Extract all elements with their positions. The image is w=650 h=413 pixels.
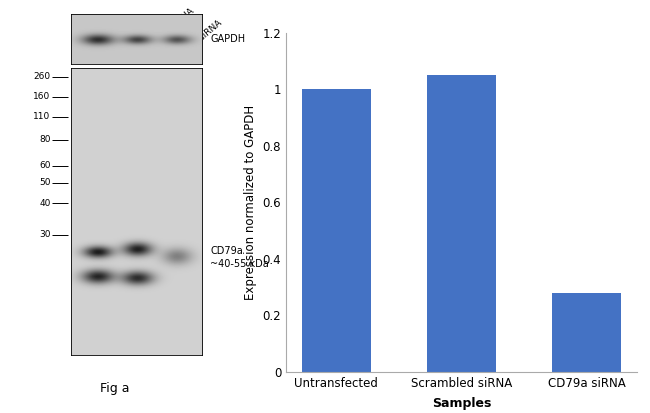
Bar xyxy=(552,293,621,372)
Y-axis label: Expression normalized to GAPDH: Expression normalized to GAPDH xyxy=(244,105,257,300)
Bar xyxy=(302,90,370,372)
Text: 110: 110 xyxy=(33,112,51,121)
Text: 160: 160 xyxy=(33,93,51,101)
Text: GAPDH: GAPDH xyxy=(210,34,245,44)
Text: Untransfected: Untransfected xyxy=(89,16,144,64)
Text: 260: 260 xyxy=(33,72,51,81)
Text: Scrambled siRNA: Scrambled siRNA xyxy=(131,7,196,64)
Text: CD79a siRNA: CD79a siRNA xyxy=(173,19,224,64)
Text: 50: 50 xyxy=(39,178,51,188)
Text: 60: 60 xyxy=(39,161,51,170)
Text: CD79a
~40-55 kDa: CD79a ~40-55 kDa xyxy=(210,246,269,269)
Text: 30: 30 xyxy=(39,230,51,239)
Text: Fig a: Fig a xyxy=(100,382,129,395)
Text: 40: 40 xyxy=(39,199,51,208)
X-axis label: Samples: Samples xyxy=(432,396,491,410)
Bar xyxy=(427,75,496,372)
Text: 80: 80 xyxy=(39,135,51,145)
